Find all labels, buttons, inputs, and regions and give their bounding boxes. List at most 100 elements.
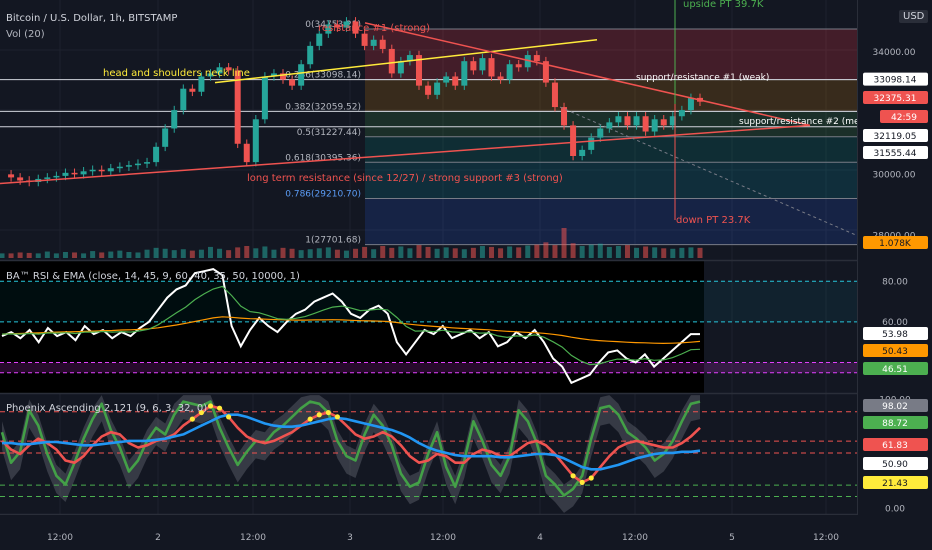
resistance-trend-line <box>364 22 811 127</box>
rsi-value-label-bg <box>863 362 928 375</box>
fib-level-label: 0.382(32059.52) <box>285 102 361 112</box>
phoenix-signal-dot <box>588 475 594 481</box>
volume-bar <box>144 249 150 258</box>
candle <box>107 168 114 172</box>
price-label: 32375.31 <box>874 94 917 104</box>
candle <box>162 128 169 147</box>
volume-bar <box>44 251 50 258</box>
time-tick-label: 12:00 <box>622 533 648 543</box>
volume-bar <box>452 248 458 258</box>
currency-label[interactable]: USD <box>899 10 929 23</box>
phoenix-series-line <box>0 400 701 497</box>
volume-bar <box>697 247 703 258</box>
fib-zone <box>365 79 857 112</box>
phoenix-signal-dot <box>334 414 341 420</box>
candle <box>606 122 613 129</box>
rsi-indicator-title[interactable]: BA™ RSI & EMA (close, 14, 45, 9, 60, 40,… <box>6 271 300 282</box>
volume-bar <box>117 250 123 258</box>
volume-bar <box>108 251 114 258</box>
volume-bar <box>407 248 413 258</box>
volume-bar <box>90 251 96 258</box>
fib-level-label: 0.786(29210.70) <box>285 189 361 199</box>
volume-bar <box>198 249 204 258</box>
neck-line <box>214 39 598 84</box>
phoenix-signal-dot <box>316 412 322 418</box>
price-label: 31555.44 <box>874 149 917 159</box>
phoenix-value-label: 61.83 <box>882 441 908 451</box>
volume-bar <box>489 246 495 258</box>
volume-bar <box>389 247 395 258</box>
candle <box>506 64 513 80</box>
candle <box>234 70 241 144</box>
volume-bar <box>99 252 105 258</box>
phoenix-series-line <box>2 413 701 471</box>
volume-bar <box>253 248 259 258</box>
volume-bar <box>26 252 32 258</box>
annotation-sr2: support/resistance #2 (medium) <box>739 117 886 127</box>
volume-bar <box>271 249 277 258</box>
phoenix-value-label: 88.72 <box>882 419 908 429</box>
phoenix-signal-dot <box>216 405 223 411</box>
volume-bar <box>81 253 87 258</box>
candle <box>270 73 277 77</box>
rsi-series-line <box>1 268 700 385</box>
time-axis-bg <box>0 515 932 550</box>
candle <box>198 76 205 92</box>
phoenix-signal-dot <box>189 416 195 422</box>
candle <box>352 21 359 34</box>
rsi-axis-label: 80.00 <box>882 277 908 287</box>
volume-bar <box>516 247 522 258</box>
candle <box>642 116 649 132</box>
candle <box>180 88 187 111</box>
candle <box>207 73 214 77</box>
phoenix-indicator-title[interactable]: Phoenix Ascending 2.121 (9, 6, 3, 32, 0) <box>6 403 208 414</box>
volume-bar <box>226 250 232 258</box>
volume-bar <box>643 246 649 258</box>
phoenix-axis-label: 0.00 <box>885 505 905 515</box>
volume-bar <box>244 246 250 258</box>
candle <box>370 39 377 46</box>
volume-bar <box>624 245 630 258</box>
volume-bar <box>334 249 340 258</box>
candle <box>53 175 60 178</box>
candle <box>261 76 268 120</box>
candle <box>570 125 577 156</box>
candle <box>624 116 631 126</box>
candle <box>434 82 441 95</box>
phoenix-signal-dot <box>579 479 585 485</box>
candle <box>524 55 531 68</box>
phoenix-signal-dot <box>570 473 576 479</box>
fib-level-label: 0(34753.21) <box>305 20 361 30</box>
rsi-value-label: 53.98 <box>882 330 908 340</box>
candle <box>415 55 422 86</box>
volume-bar <box>162 248 168 258</box>
rsi-value-label-bg <box>863 327 928 340</box>
volume-bar <box>615 246 621 258</box>
countdown-bg <box>880 110 928 123</box>
volume-bar <box>507 246 513 258</box>
candle <box>588 137 595 150</box>
candle <box>144 162 151 164</box>
candle <box>307 45 314 65</box>
candle <box>488 58 495 77</box>
annotation-downside: down PT 23.7K <box>676 215 751 226</box>
rsi-value-label: 50.43 <box>882 347 908 357</box>
candle <box>651 119 658 132</box>
phoenix-signal-dot <box>307 416 313 422</box>
price-tick-label: 30000.00 <box>873 170 916 180</box>
fib-zone <box>365 136 857 163</box>
volume-bar <box>679 247 685 258</box>
fib-zone <box>365 162 857 199</box>
annotation-neckline: head and shoulders neck line <box>103 68 250 79</box>
volume-bar <box>298 250 304 258</box>
volume-bar <box>325 247 331 258</box>
candle <box>597 128 604 138</box>
volume-bar <box>8 253 14 258</box>
phoenix-value-label-bg <box>863 416 928 429</box>
candle <box>669 116 676 126</box>
volume-bar <box>534 244 540 258</box>
volume-bar <box>425 246 431 258</box>
price-label: 32119.05 <box>874 132 917 142</box>
volume-bar <box>126 252 132 258</box>
